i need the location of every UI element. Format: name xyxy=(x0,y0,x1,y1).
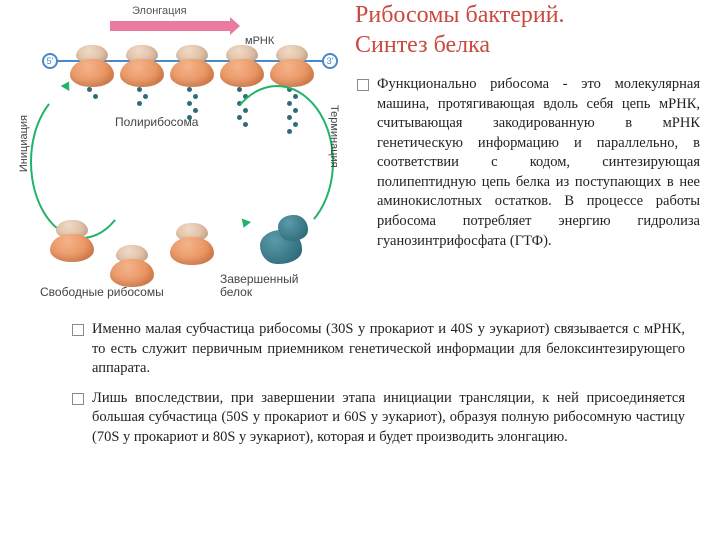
ribosome-large-subunit xyxy=(70,59,114,87)
ribosome-large-subunit xyxy=(110,259,154,287)
free-ribosome xyxy=(110,245,154,287)
bottom-bullet-1: Именно малая субчастица рибосомы (30S у … xyxy=(70,320,685,379)
title-line-2: Синтез белка xyxy=(355,32,490,58)
elongation-label: Элонгация xyxy=(132,5,187,17)
elongation-text: Элонгация xyxy=(132,5,187,17)
five-prime-text: 5' xyxy=(47,56,54,66)
finished-protein-label: Завершенный белок xyxy=(220,273,298,299)
initiation-label: Инициация xyxy=(18,115,30,172)
free-ribosome xyxy=(170,223,214,265)
right-bullet-1: Функционально рибосома - это молекулярна… xyxy=(355,75,700,251)
ribosome-large-subunit xyxy=(220,59,264,87)
free-ribosomes-text: Свободные рибосомы xyxy=(40,285,164,299)
peptide-bead xyxy=(187,87,192,92)
ribosome-large-subunit xyxy=(170,237,214,265)
finished-protein-blob-2 xyxy=(278,215,308,241)
termination-text: Терминация xyxy=(328,105,340,168)
ribosome-large-subunit xyxy=(120,59,164,87)
ribosome-large-subunit xyxy=(170,59,214,87)
termination-arc xyxy=(220,85,334,239)
initiation-text: Инициация xyxy=(18,115,30,172)
free-ribosomes-label: Свободные рибосомы xyxy=(40,285,164,299)
right-bullet-1-text: Функционально рибосома - это молекулярна… xyxy=(377,76,700,249)
peptide-bead xyxy=(137,101,142,106)
ribosome-large-subunit xyxy=(270,59,314,87)
peptide-bead xyxy=(237,87,242,92)
polyribosome-unit xyxy=(70,45,114,87)
polyribosome-unit xyxy=(120,45,164,87)
bottom-bullet-1-text: Именно малая субчастица рибосомы (30S у … xyxy=(92,321,685,376)
initiation-arc xyxy=(30,85,134,239)
bottom-column: Именно малая субчастица рибосомы (30S у … xyxy=(70,320,685,457)
polyribosome-unit xyxy=(170,45,214,87)
finished-protein-l2: белок xyxy=(220,285,252,299)
finished-protein-l1: Завершенный xyxy=(220,272,298,286)
title-line-1: Рибосомы бактерий. xyxy=(355,2,565,28)
three-prime-text: 3' xyxy=(327,56,334,66)
three-prime-cap: 3' xyxy=(322,53,338,69)
bottom-bullet-2-text: Лишь впоследствии, при завершении этапа … xyxy=(92,390,685,445)
elongation-arrow xyxy=(110,21,230,31)
polyribosome-unit xyxy=(270,45,314,87)
peptide-bead xyxy=(193,94,198,99)
bottom-bullet-2: Лишь впоследствии, при завершении этапа … xyxy=(70,389,685,448)
slide-title: Рибосомы бактерий. Синтез белка xyxy=(355,0,705,60)
ribosome-diagram: Элонгация 5' 3' мРНК Полирибосома Инициа… xyxy=(10,5,345,315)
peptide-bead xyxy=(137,87,142,92)
ribosome-large-subunit xyxy=(50,234,94,262)
right-column: Функционально рибосома - это молекулярна… xyxy=(355,75,700,261)
peptide-bead xyxy=(187,101,192,106)
termination-label: Терминация xyxy=(328,105,340,168)
peptide-bead xyxy=(193,108,198,113)
polyribosome-unit xyxy=(220,45,264,87)
free-ribosome xyxy=(50,220,94,262)
peptide-bead xyxy=(143,94,148,99)
